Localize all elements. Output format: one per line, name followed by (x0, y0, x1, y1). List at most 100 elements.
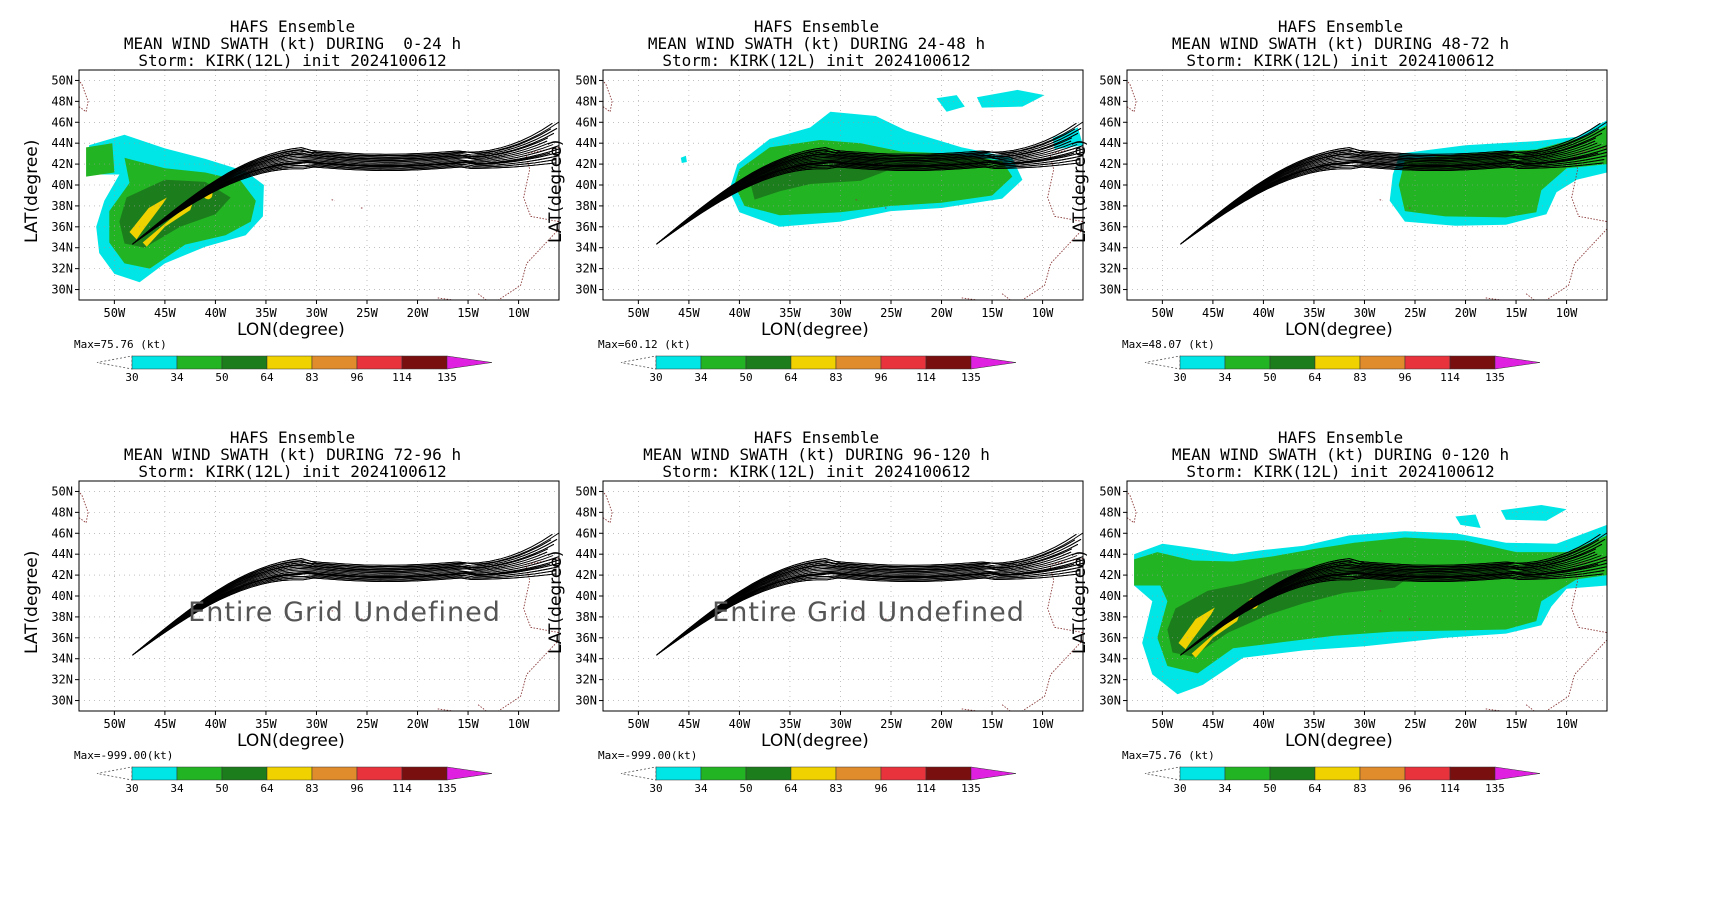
colorbar-level-label: 30 (1173, 782, 1186, 795)
tick-label-lon: 40W (729, 306, 751, 320)
colorbar-over-arrow (446, 355, 493, 370)
x-axis-label: LON(degree) (761, 320, 869, 340)
swath-panel: HAFS Ensemble MEAN WIND SWATH (kt) DURING… (1052, 0, 1629, 454)
colorbar-swatch (1314, 766, 1361, 781)
colorbar-level-label: 34 (694, 782, 708, 795)
colorbar-level-label: 83 (1353, 371, 1366, 384)
track-line (657, 533, 1077, 655)
track-line (135, 570, 557, 654)
colorbar-level-label: 114 (1440, 782, 1460, 795)
track-line (1182, 132, 1603, 243)
tick-label-lon: 30W (1354, 306, 1376, 320)
colorbar-level-label: 83 (305, 371, 318, 384)
panel-subtitle: MEAN WIND SWATH (kt) DURING 96-120 h (643, 445, 990, 464)
tick-label-lon: 30W (306, 717, 328, 731)
track-line (1181, 533, 1601, 655)
track-line (1181, 563, 1599, 655)
colorbar-swatch (1359, 766, 1406, 781)
colorbar-level-label: 64 (784, 371, 798, 384)
tick-label-lon: 20W (1455, 306, 1477, 320)
tick-label-lat: 50N (51, 484, 73, 498)
map-canvas: 50N 48N 46N 44N 42N 40N 38N 36N 34N 32N 30N 50W 45W 4… (51, 480, 560, 795)
tick-label-lat: 40N (575, 178, 597, 192)
track-line (656, 553, 1074, 656)
panel-title: HAFS Ensemble MEAN WIND SWATH (kt) DURING… (4, 429, 581, 480)
colorbar-level-label: 96 (1398, 371, 1411, 384)
colorbar-swatch (221, 355, 268, 370)
track-line (1184, 145, 1607, 242)
track-line (136, 532, 559, 653)
tick-label-lat: 32N (575, 262, 597, 276)
colorbar-level-label: 64 (1308, 371, 1322, 384)
colorbar-swatch (1449, 355, 1496, 370)
x-axis-label: LON(degree) (237, 731, 345, 751)
tick-label-lon: 40W (729, 717, 751, 731)
tick-label-lon: 30W (830, 717, 852, 731)
colorbar-level-label: 114 (916, 371, 936, 384)
colorbar-level-label: 34 (1218, 782, 1232, 795)
tick-label-lat: 32N (1099, 673, 1121, 687)
max-wind-label: Max=48.07 (kt) (1122, 338, 1215, 351)
track-line (657, 122, 1077, 244)
swath-30kt-patch-a (936, 95, 965, 112)
tick-label-lon: 20W (407, 717, 429, 731)
tick-label-lat: 46N (575, 115, 597, 129)
tick-label-lat: 50N (1099, 484, 1121, 498)
colorbar-swatch (1449, 766, 1496, 781)
track-line (134, 573, 556, 654)
colorbar-swatch (700, 355, 747, 370)
tick-label-lat: 34N (51, 652, 73, 666)
tick-label-lat: 30N (1099, 694, 1121, 708)
tick-label-lat: 38N (575, 199, 597, 213)
tick-label-lon: 45W (154, 306, 176, 320)
coast-newfoundland (603, 80, 613, 113)
tick-label-lon: 35W (255, 717, 277, 731)
track-line (660, 532, 1083, 653)
track-line (656, 140, 1072, 245)
track-line (135, 155, 559, 242)
track-line (1181, 152, 1599, 244)
colorbar-level-label: 30 (649, 371, 662, 384)
tick-label-lon: 35W (255, 306, 277, 320)
max-wind-label: Max=75.76 (kt) (1122, 749, 1215, 762)
coast-azores (331, 610, 364, 620)
colorbar: 30 34 50 64 83 96 114 135 (96, 355, 493, 384)
panel-title: HAFS Ensemble (229, 428, 356, 447)
track-line (1180, 553, 1598, 656)
tick-label-lat: 38N (51, 610, 73, 624)
tick-label-lat: 36N (1099, 220, 1121, 234)
colorbar-level-label: 96 (1398, 782, 1411, 795)
tick-label-lon: 50W (1152, 306, 1174, 320)
tick-label-lon: 50W (1152, 717, 1174, 731)
track-line (659, 566, 1083, 653)
tick-label-lon: 15W (981, 306, 1003, 320)
colorbar-level-label: 34 (170, 782, 184, 795)
track-line (133, 152, 551, 244)
colorbar-level-label: 34 (1218, 371, 1232, 384)
track-line (1180, 140, 1596, 245)
colorbar-level-label: 114 (916, 782, 936, 795)
colorbar-swatch (356, 766, 403, 781)
wind-swath (86, 134, 264, 283)
tick-label-lon: 15W (1505, 306, 1527, 320)
colorbar-swatch (835, 355, 882, 370)
colorbar-level-label: 83 (829, 371, 842, 384)
track-line (132, 140, 548, 245)
map-canvas: 50N 48N 46N 44N 42N 40N 38N 36N 34N 32N 30N 50W 45W 4… (1099, 69, 1608, 384)
tick-label-lon: 10W (1556, 306, 1578, 320)
tick-label-lat: 44N (575, 136, 597, 150)
tick-label-lat: 40N (575, 589, 597, 603)
coastline (603, 491, 1083, 711)
track-line (133, 122, 553, 244)
track-line (133, 533, 553, 655)
colorbar-swatch (1314, 355, 1361, 370)
tick-label-lon: 25W (880, 306, 902, 320)
tick-label-lat: 32N (575, 673, 597, 687)
wind-swath (1134, 505, 1607, 695)
track-line (658, 555, 1078, 655)
tick-label-lat: 48N (51, 94, 73, 108)
tick-label-lon: 35W (779, 717, 801, 731)
plot-area (1127, 70, 1607, 300)
track-line (658, 162, 1080, 243)
ensemble-tracks (656, 121, 1083, 245)
